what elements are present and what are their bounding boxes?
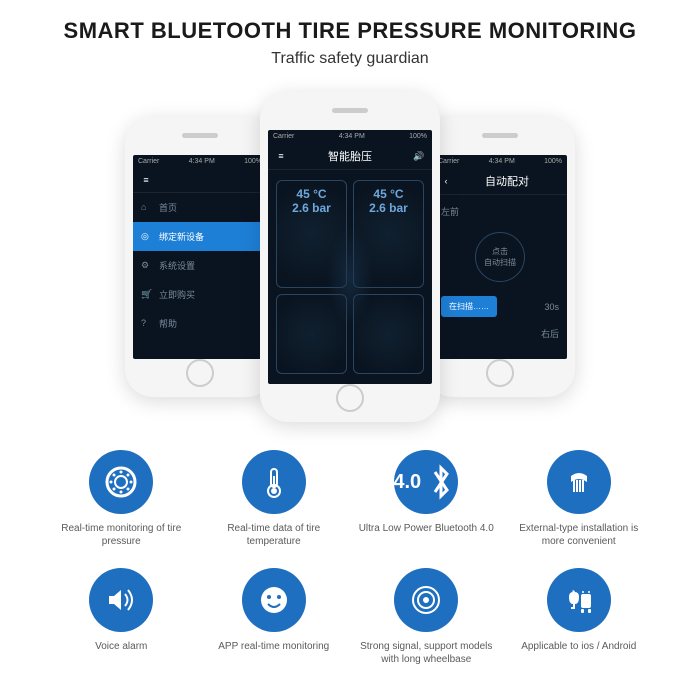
feature-app-monitor: APP real-time monitoring (203, 568, 346, 666)
page-title: SMART BLUETOOTH TIRE PRESSURE MONITORING (0, 18, 700, 44)
auto-scan-label: 自动扫描 (484, 257, 516, 268)
phone-left: Carrier 4:34 PM 100% ≡ ⌂ 首页 ◎ 绑定新设备 ⚙ 系统设置 … (125, 117, 275, 397)
menu-item-bind[interactable]: ◎ 绑定新设备 (133, 222, 267, 251)
feature-label: Strong signal, support models with long … (355, 640, 498, 666)
nav-bar: ≡ 智能胎压 🔊 (268, 143, 432, 170)
tire-icon (89, 450, 153, 514)
feature-label: Real-time monitoring of tire pressure (50, 522, 193, 548)
nav-title: 自动配对 (485, 173, 529, 189)
scanning-button[interactable]: 在扫描…… (441, 296, 497, 317)
nav-bar: ‹ 自动配对 (433, 168, 567, 195)
phone-center: Carrier 4:34 PM 100% ≡ 智能胎压 🔊 45 °C 2.6 … (260, 92, 440, 422)
tire-pressure: 2.6 bar (283, 201, 340, 215)
feature-signal: Strong signal, support models with long … (355, 568, 498, 666)
menu-label: 立即购买 (159, 288, 195, 301)
status-bar: Carrier 4:34 PM 100% (133, 155, 267, 168)
status-carrier: Carrier (273, 133, 294, 140)
status-time: 4:34 PM (339, 133, 365, 140)
tire-position-label: 右后 (541, 327, 559, 340)
phone-mockups: Carrier 4:34 PM 100% ≡ ⌂ 首页 ◎ 绑定新设备 ⚙ 系统设置 … (0, 92, 700, 422)
hamburger-icon[interactable]: ≡ (274, 149, 288, 163)
phone-right: Carrier 4:34 PM 100% ‹ 自动配对 左前 点击 自动扫描 在… (425, 117, 575, 397)
feature-label: APP real-time monitoring (203, 640, 346, 653)
bluetooth-icon: 4.0 (394, 450, 458, 514)
settings-icon: ⚙ (141, 260, 153, 272)
menu-item-home[interactable]: ⌂ 首页 (133, 193, 267, 222)
bluetooth-version: 4.0 (393, 471, 421, 494)
status-carrier: Carrier (438, 158, 459, 165)
tire-temp: 45 °C (360, 187, 417, 201)
feature-label: Voice alarm (50, 640, 193, 653)
scan-body: 左前 点击 自动扫描 在扫描…… 30s 右后 (433, 195, 567, 359)
tire-temp: 45 °C (283, 187, 340, 201)
tire-grid: 45 °C 2.6 bar 45 °C 2.6 bar (268, 170, 432, 384)
countdown: 30s (544, 302, 559, 312)
sound-icon[interactable]: 🔊 (412, 149, 426, 163)
feature-label: Real-time data of tire temperature (203, 522, 346, 548)
feature-platform: Applicable to ios / Android (508, 568, 651, 666)
cart-icon: 🛒 (141, 289, 153, 301)
status-battery: 100% (409, 133, 427, 140)
feature-bluetooth: 4.0 Ultra Low Power Bluetooth 4.0 (355, 450, 498, 548)
scan-circle[interactable]: 点击 自动扫描 (475, 232, 525, 282)
menu-label: 首页 (159, 201, 177, 214)
feature-external: External-type installation is more conve… (508, 450, 651, 548)
menu-label: 绑定新设备 (159, 230, 204, 243)
feature-label: External-type installation is more conve… (508, 522, 651, 548)
feature-voice-alarm: Voice alarm (50, 568, 193, 666)
status-time: 4:34 PM (489, 158, 515, 165)
menu-item-buy[interactable]: 🛒 立即购买 (133, 280, 267, 309)
speaker-icon (89, 568, 153, 632)
signal-icon (394, 568, 458, 632)
home-icon: ⌂ (141, 202, 153, 214)
car-silhouette (325, 227, 375, 327)
tire-pressure: 2.6 bar (360, 201, 417, 215)
nav-bar: ≡ (133, 168, 267, 193)
status-bar: Carrier 4:34 PM 100% (268, 130, 432, 143)
menu-item-help[interactable]: ? 帮助 (133, 309, 267, 338)
platform-icon (547, 568, 611, 632)
feature-label: Ultra Low Power Bluetooth 4.0 (355, 522, 498, 535)
help-icon: ? (141, 318, 153, 330)
status-battery: 100% (544, 158, 562, 165)
click-label: 点击 (492, 246, 508, 257)
tire-position-label: 左前 (441, 205, 459, 218)
menu-list: ⌂ 首页 ◎ 绑定新设备 ⚙ 系统设置 🛒 立即购买 ? 帮助 (133, 193, 267, 359)
status-bar: Carrier 4:34 PM 100% (433, 155, 567, 168)
thermometer-icon (242, 450, 306, 514)
feature-label: Applicable to ios / Android (508, 640, 651, 653)
bind-icon: ◎ (141, 231, 153, 243)
cap-icon (547, 450, 611, 514)
hamburger-icon[interactable]: ≡ (139, 173, 153, 187)
status-time: 4:34 PM (189, 158, 215, 165)
menu-label: 系统设置 (159, 259, 195, 272)
status-carrier: Carrier (138, 158, 159, 165)
nav-title: 智能胎压 (328, 148, 372, 164)
feature-tire-monitor: Real-time monitoring of tire pressure (50, 450, 193, 548)
menu-item-settings[interactable]: ⚙ 系统设置 (133, 251, 267, 280)
face-icon (242, 568, 306, 632)
features-grid: Real-time monitoring of tire pressure Re… (0, 422, 700, 676)
page-subtitle: Traffic safety guardian (0, 50, 700, 68)
feature-temperature: Real-time data of tire temperature (203, 450, 346, 548)
back-icon[interactable]: ‹ (439, 174, 453, 188)
menu-label: 帮助 (159, 317, 177, 330)
